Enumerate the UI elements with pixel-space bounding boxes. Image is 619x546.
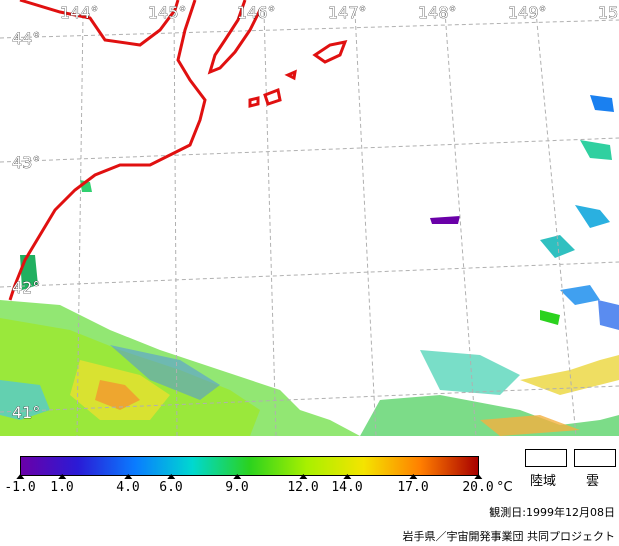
cloud-label: 雲: [586, 474, 600, 489]
longitude-labels: 144° 145° 146° 147° 148° 149° 15: [60, 3, 619, 23]
colorbar-tick: 14.0: [331, 480, 363, 495]
lat-label-41: 41°: [12, 403, 40, 422]
lon-label-146: 146°: [237, 3, 276, 22]
colorbar-tick: 17.0: [397, 480, 429, 495]
sst-map: 144° 145° 146° 147° 148° 149° 15 44° 43°…: [0, 0, 619, 436]
lon-label-149: 149°: [508, 3, 547, 22]
colorbar-tick: 9.0: [225, 480, 249, 495]
colorbar-tick: 12.0: [287, 480, 319, 495]
lat-label-44: 44°: [12, 29, 40, 48]
sst-patches: [0, 95, 619, 436]
legend: -1.0 1.0 4.0 6.0 9.0 12.0 14.0 17.0 20.0…: [0, 436, 619, 546]
lat-label-43: 43°: [12, 153, 40, 172]
colorbar-tick: -1.0: [4, 480, 36, 495]
graticule: [0, 11, 619, 436]
lon-label-147: 147°: [328, 3, 367, 22]
coastline: [8, 0, 348, 301]
lon-label-145: 145°: [148, 3, 187, 22]
land-label: 陸域: [530, 474, 557, 489]
cloud-swatch: [574, 449, 616, 467]
lon-label-150: 15: [598, 3, 618, 22]
latitude-labels: 44° 43° 42° 41°: [12, 29, 41, 423]
colorbar-tick: 6.0: [159, 480, 183, 495]
colorbar-unit: °C: [497, 480, 513, 495]
credit-text: 岩手県／宇宙開発事業団 共同プロジェクト: [402, 530, 616, 543]
lat-label-42: 42°: [12, 278, 40, 297]
lon-label-144: 144°: [60, 3, 99, 22]
colorbar-tick: 1.0: [50, 480, 74, 495]
colorbar: [20, 456, 479, 476]
lon-label-148: 148°: [418, 3, 457, 22]
land-swatch: [525, 449, 567, 467]
observation-date: 観測日:1999年12月08日: [489, 506, 615, 519]
colorbar-tick: 4.0: [116, 480, 140, 495]
colorbar-tick: 20.0: [462, 480, 494, 495]
